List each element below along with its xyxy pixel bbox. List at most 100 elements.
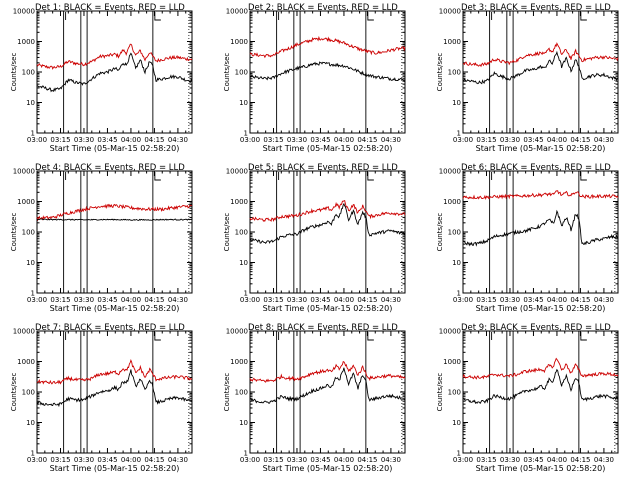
y-tick-label: 10 — [26, 99, 35, 107]
y-tick-label: 10 — [26, 419, 35, 427]
plot-frame — [462, 330, 619, 454]
series-events-line — [249, 367, 406, 404]
x-tick-label: 03:30 — [500, 456, 520, 464]
x-tick-label: 03:00 — [453, 296, 473, 304]
y-tick-label: 1000 — [443, 358, 461, 366]
x-tick-label: 04:00 — [334, 456, 354, 464]
y-axis-label: Counts/sec — [10, 53, 18, 92]
series-lld-line — [249, 360, 406, 383]
panel-det-1: Det 1: BLACK = Events, RED = LLD 1 10 100 10… — [10, 3, 193, 153]
y-tick-label: 100 — [235, 69, 248, 77]
panel-title: Det 5: BLACK = Events, RED = LLD — [248, 163, 398, 173]
y-tick-label: 1000 — [17, 38, 35, 46]
x-tick-label: 03:30 — [287, 296, 307, 304]
series-lld-line — [249, 35, 406, 59]
panel-det-4: Det 4: BLACK = Events, RED = LLD 1 10 100 10… — [10, 163, 193, 313]
plot-frame — [462, 10, 619, 134]
x-tick-label: 04:30 — [381, 136, 401, 144]
x-tick-label: 03:00 — [240, 296, 260, 304]
x-tick-label: 03:15 — [476, 456, 496, 464]
bracket-marker — [580, 12, 587, 21]
y-axis-label: Counts/sec — [436, 373, 444, 412]
panel-det-2: Det 2: BLACK = Events, RED = LLD 1 10 100 10… — [223, 3, 406, 153]
x-tick-label: 03:00 — [453, 456, 473, 464]
x-tick-label: 03:00 — [27, 456, 47, 464]
y-axis-label: Counts/sec — [223, 53, 231, 92]
panel-title: Det 3: BLACK = Events, RED = LLD — [461, 3, 611, 13]
x-tick-label: 03:45 — [523, 136, 543, 144]
bracket-marker — [580, 332, 587, 341]
x-tick-label: 03:00 — [240, 136, 260, 144]
x-tick-label: 03:15 — [263, 296, 283, 304]
x-tick-label: 03:30 — [287, 456, 307, 464]
bracket-marker — [154, 12, 161, 21]
series-lld-line — [462, 190, 619, 201]
x-axis-label: Start Time (05-Mar-15 02:58:20) — [476, 464, 606, 473]
plot-frame — [249, 330, 406, 454]
y-tick-label: 10 — [26, 259, 35, 267]
y-tick-label: 1000 — [230, 198, 248, 206]
x-tick-label: 04:15 — [570, 456, 590, 464]
panel-title: Det 9: BLACK = Events, RED = LLD — [461, 323, 611, 333]
y-tick-label: 100 — [235, 389, 248, 397]
series-events-line — [36, 52, 193, 93]
y-tick-label: 100 — [448, 389, 461, 397]
x-tick-label: 03:30 — [74, 296, 94, 304]
x-tick-label: 03:00 — [27, 136, 47, 144]
series-events-line — [462, 368, 619, 405]
y-tick-label: 1 — [244, 450, 248, 458]
x-tick-label: 03:45 — [523, 456, 543, 464]
series-lld-line — [36, 203, 193, 222]
y-axis-label: Counts/sec — [223, 213, 231, 252]
x-tick-label: 03:00 — [453, 136, 473, 144]
y-tick-label: 1000 — [443, 38, 461, 46]
x-tick-label: 03:15 — [263, 456, 283, 464]
x-tick-label: 03:30 — [500, 296, 520, 304]
panel-det-5: Det 5: BLACK = Events, RED = LLD 1 10 100 10… — [223, 163, 406, 313]
x-axis-label: Start Time (05-Mar-15 02:58:20) — [476, 144, 606, 153]
panel-title: Det 2: BLACK = Events, RED = LLD — [248, 3, 398, 13]
y-tick-label: 100 — [448, 229, 461, 237]
y-tick-label: 1000 — [230, 358, 248, 366]
bracket-marker — [154, 172, 161, 181]
panel-title: Det 1: BLACK = Events, RED = LLD — [35, 3, 185, 13]
y-tick-label: 1 — [31, 450, 35, 458]
series-events-line — [249, 61, 406, 82]
y-tick-label: 1 — [457, 130, 461, 138]
x-tick-label: 03:30 — [500, 136, 520, 144]
y-tick-label: 1000 — [17, 358, 35, 366]
x-tick-label: 03:30 — [74, 456, 94, 464]
panel-title: Det 8: BLACK = Events, RED = LLD — [248, 323, 398, 333]
y-tick-label: 10000 — [226, 168, 248, 176]
y-tick-label: 10000 — [439, 8, 461, 16]
series-events-line — [36, 369, 193, 408]
x-tick-label: 03:45 — [97, 456, 117, 464]
y-tick-label: 1 — [457, 290, 461, 298]
series-lld-line — [462, 42, 619, 68]
series-lld-line — [462, 357, 619, 380]
x-tick-label: 04:30 — [381, 296, 401, 304]
series-lld-line — [36, 358, 193, 385]
plot-frame — [249, 10, 406, 134]
x-tick-label: 03:30 — [287, 136, 307, 144]
y-tick-label: 100 — [235, 229, 248, 237]
x-tick-label: 03:15 — [50, 296, 70, 304]
y-tick-label: 1 — [244, 130, 248, 138]
panel-det-9: Det 9: BLACK = Events, RED = LLD 1 10 100 10… — [436, 323, 619, 473]
x-tick-label: 03:30 — [74, 136, 94, 144]
x-tick-label: 03:00 — [240, 456, 260, 464]
x-tick-label: 04:30 — [168, 296, 188, 304]
y-tick-label: 10000 — [226, 328, 248, 336]
x-tick-label: 04:15 — [144, 136, 164, 144]
x-axis-label: Start Time (05-Mar-15 02:58:20) — [263, 144, 393, 153]
plot-frame — [36, 170, 193, 294]
x-tick-label: 04:30 — [594, 456, 614, 464]
x-axis-label: Start Time (05-Mar-15 02:58:20) — [476, 304, 606, 313]
x-tick-label: 04:15 — [570, 136, 590, 144]
x-axis-label: Start Time (05-Mar-15 02:58:20) — [263, 464, 393, 473]
y-tick-label: 10 — [239, 419, 248, 427]
x-tick-label: 03:45 — [97, 296, 117, 304]
x-tick-label: 03:45 — [523, 296, 543, 304]
y-tick-label: 10000 — [439, 328, 461, 336]
